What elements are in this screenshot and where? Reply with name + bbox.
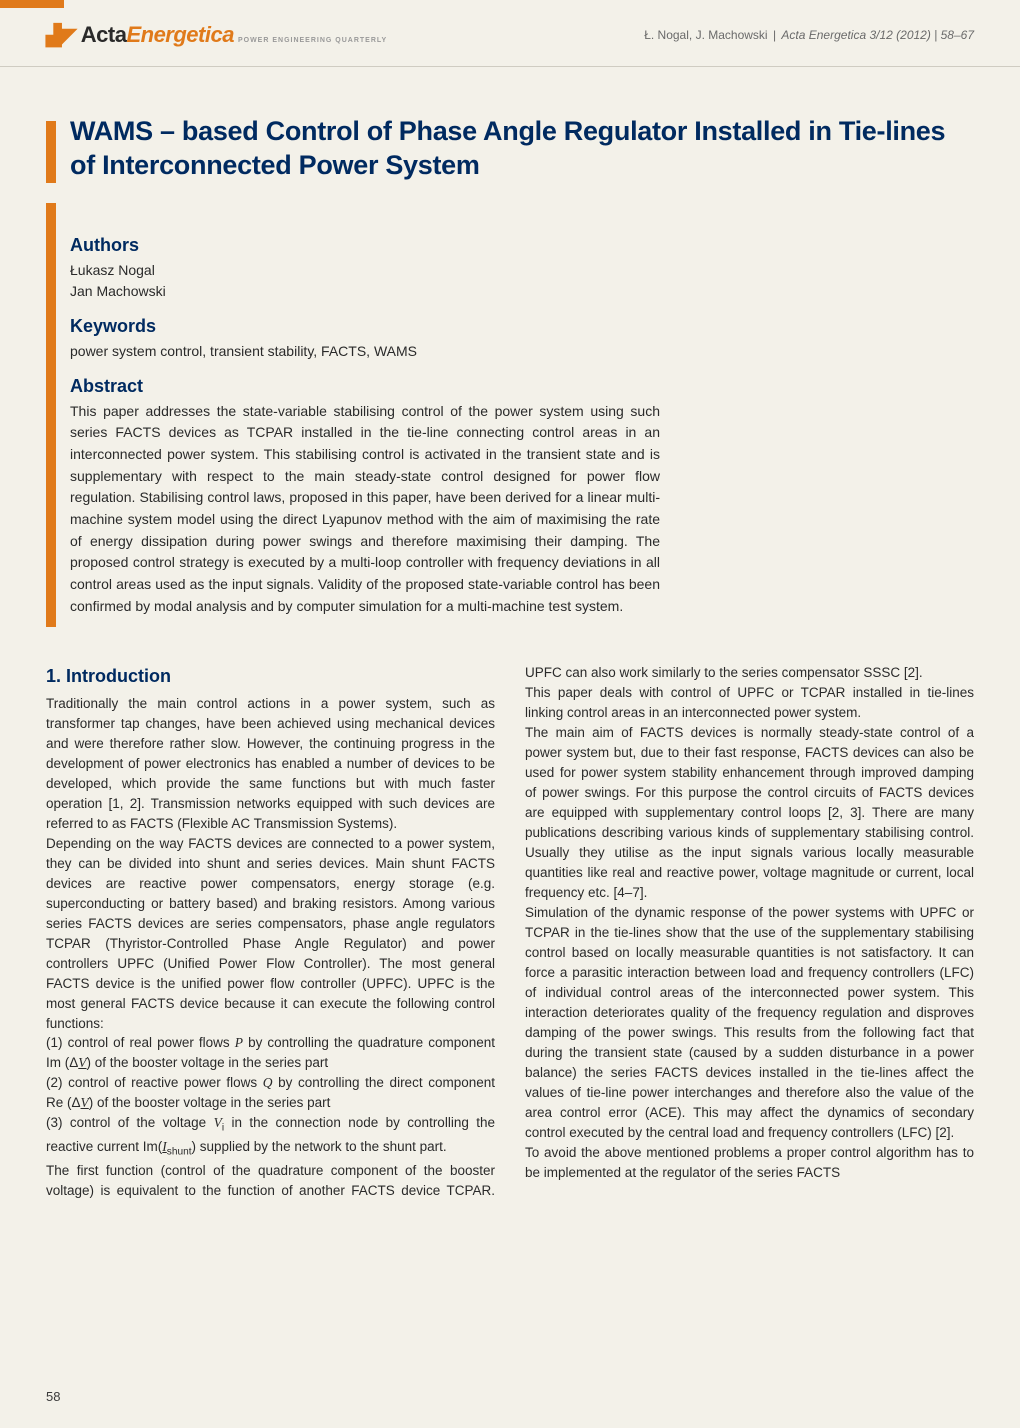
body-paragraph: To avoid the above mentioned problems a … — [525, 1143, 974, 1183]
author-name: Łukasz Nogal — [70, 260, 974, 281]
section-heading-intro: 1. Introduction — [46, 663, 495, 690]
abstract-heading: Abstract — [70, 376, 974, 397]
body-paragraph: This paper deals with control of UPFC or… — [525, 683, 974, 723]
body-paragraph: Traditionally the main control actions i… — [46, 694, 495, 834]
page: ▟◤ ActaEnergetica POWER ENGINEERING QUAR… — [0, 0, 1020, 1428]
keywords-heading: Keywords — [70, 316, 974, 337]
author-name: Jan Machowski — [70, 281, 974, 302]
authors-list: Łukasz Nogal Jan Machowski — [70, 260, 974, 302]
running-journal: Acta Energetica 3/12 (2012) | 58–67 — [781, 28, 974, 42]
abstract-text: This paper addresses the state-variable … — [70, 401, 660, 618]
title-accent-marker — [46, 121, 56, 183]
body-list-item: (2) control of reactive power flows Q by… — [46, 1073, 495, 1113]
meta-accent-strip — [46, 203, 56, 628]
article-body: 1. Introduction Traditionally the main c… — [0, 627, 1020, 1240]
logo-text-energetica: Energetica — [126, 22, 234, 48]
meta-block: Authors Łukasz Nogal Jan Machowski Keywo… — [0, 203, 1020, 628]
logo-mark-icon: ▟◤ — [46, 23, 77, 48]
authors-heading: Authors — [70, 235, 974, 256]
separator: | — [773, 28, 776, 42]
logo-subtitle: POWER ENGINEERING QUARTERLY — [238, 37, 387, 44]
running-authors: Ł. Nogal, J. Machowski — [644, 28, 767, 42]
logo-text-acta: Acta — [81, 22, 127, 48]
body-paragraph: Depending on the way FACTS devices are c… — [46, 834, 495, 1034]
running-citation: Ł. Nogal, J. Machowski | Acta Energetica… — [644, 28, 974, 42]
article-title: WAMS – based Control of Phase Angle Regu… — [70, 115, 974, 183]
running-header: ▟◤ ActaEnergetica POWER ENGINEERING QUAR… — [0, 0, 1020, 67]
body-list-item: (1) control of real power flows P by con… — [46, 1033, 495, 1073]
top-accent-bar — [0, 0, 64, 8]
keywords-text: power system control, transient stabilit… — [70, 341, 974, 362]
title-block: WAMS – based Control of Phase Angle Regu… — [0, 67, 1020, 203]
journal-logo: ▟◤ ActaEnergetica POWER ENGINEERING QUAR… — [46, 22, 387, 48]
body-paragraph: The main aim of FACTS devices is normall… — [525, 723, 974, 903]
body-list-item: (3) control of the voltage Vi in the con… — [46, 1113, 495, 1160]
body-paragraph: Simulation of the dynamic response of th… — [525, 903, 974, 1143]
page-number: 58 — [46, 1389, 60, 1404]
